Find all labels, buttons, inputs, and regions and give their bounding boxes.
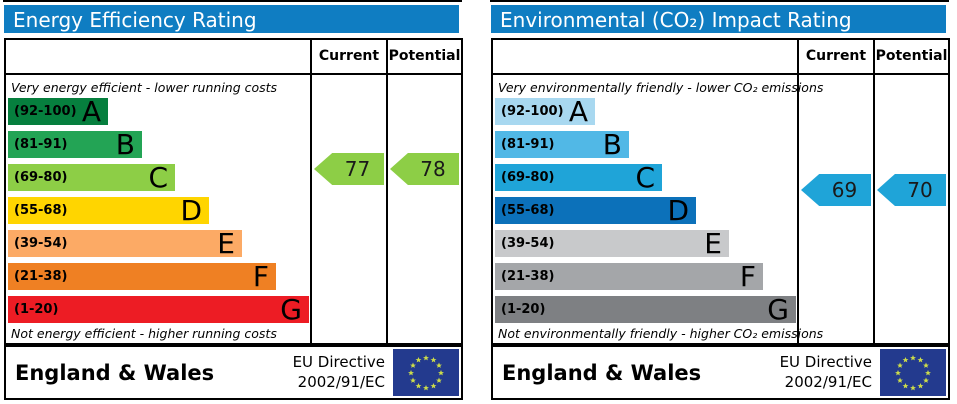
current-column-header: Current bbox=[318, 48, 380, 64]
band-range: (1-20) bbox=[501, 302, 546, 317]
band-range: (92-100) bbox=[501, 104, 564, 119]
band-range: (1-20) bbox=[14, 302, 59, 317]
eu-flag-icon bbox=[393, 349, 459, 396]
band-letter: D bbox=[180, 194, 202, 227]
header-divider bbox=[6, 73, 461, 75]
environmental-impact-panel: Environmental (CO₂) Impact Rating Curren… bbox=[490, 0, 953, 404]
potential-rating-arrow: 78 bbox=[390, 153, 459, 185]
band-d: (55-68) D bbox=[8, 194, 209, 227]
header-divider bbox=[493, 73, 948, 75]
band-letter: E bbox=[704, 227, 722, 260]
top-caption: Very environmentally friendly - lower CO… bbox=[498, 80, 824, 95]
band-a: (92-100) A bbox=[495, 95, 595, 128]
potential-column-header: Potential bbox=[388, 48, 461, 64]
band-e: (39-54) E bbox=[495, 227, 729, 260]
potential-rating-value: 70 bbox=[907, 178, 933, 202]
environmental-rating-table: Current Potential Very environmentally f… bbox=[491, 38, 950, 345]
eu-flag-icon bbox=[880, 349, 946, 396]
column-divider bbox=[873, 40, 875, 343]
band-letter: C bbox=[635, 161, 655, 194]
top-caption: Very energy efficient - lower running co… bbox=[11, 80, 278, 95]
band-g: (1-20) G bbox=[8, 293, 309, 326]
band-b: (81-91) B bbox=[495, 128, 629, 161]
energy-efficiency-panel: Energy Efficiency Rating Current Potenti… bbox=[3, 0, 466, 404]
potential-rating-arrow: 70 bbox=[877, 174, 946, 206]
band-range: (69-80) bbox=[14, 170, 68, 185]
column-divider bbox=[386, 40, 388, 343]
band-letter: D bbox=[667, 194, 689, 227]
band-range: (21-38) bbox=[501, 269, 555, 284]
potential-column-header: Potential bbox=[875, 48, 948, 64]
band-a: (92-100) A bbox=[8, 95, 108, 128]
band-c: (69-80) C bbox=[495, 161, 662, 194]
region-label: England & Wales bbox=[15, 360, 215, 385]
current-rating-value: 77 bbox=[344, 157, 371, 181]
band-range: (39-54) bbox=[14, 236, 68, 251]
potential-rating-value: 78 bbox=[420, 157, 446, 181]
panel-title: Energy Efficiency Rating bbox=[4, 5, 459, 33]
panel-footer: England & Wales EU Directive 2002/91/EC bbox=[4, 345, 463, 400]
current-rating-value: 69 bbox=[831, 178, 858, 202]
band-letter: G bbox=[767, 293, 789, 326]
band-range: (81-91) bbox=[14, 137, 68, 152]
band-range: (21-38) bbox=[14, 269, 68, 284]
band-range: (55-68) bbox=[501, 203, 555, 218]
column-divider bbox=[797, 40, 799, 343]
band-range: (55-68) bbox=[14, 203, 68, 218]
band-g: (1-20) G bbox=[495, 293, 796, 326]
rating-bands: (92-100) A (81-91) B (69-80) C (55-68) D… bbox=[495, 98, 796, 329]
bottom-caption: Not environmentally friendly - higher CO… bbox=[498, 326, 824, 341]
band-letter: A bbox=[568, 95, 588, 128]
column-divider bbox=[310, 40, 312, 343]
bottom-caption: Not energy efficient - higher running co… bbox=[11, 326, 277, 341]
eu-directive-label: EU Directive 2002/91/EC bbox=[292, 353, 385, 391]
rating-bands: (92-100) A (81-91) B (69-80) C (55-68) D… bbox=[8, 98, 309, 329]
band-d: (55-68) D bbox=[495, 194, 696, 227]
energy-rating-table: Current Potential Very energy efficient … bbox=[4, 38, 463, 345]
band-letter: E bbox=[217, 227, 235, 260]
panel-title: Environmental (CO₂) Impact Rating bbox=[491, 5, 946, 33]
band-range: (81-91) bbox=[501, 137, 555, 152]
band-letter: B bbox=[602, 128, 622, 161]
eu-directive-label: EU Directive 2002/91/EC bbox=[779, 353, 872, 391]
current-rating-arrow: 69 bbox=[801, 174, 871, 206]
band-range: (69-80) bbox=[501, 170, 555, 185]
band-b: (81-91) B bbox=[8, 128, 142, 161]
band-range: (92-100) bbox=[14, 104, 77, 119]
band-e: (39-54) E bbox=[8, 227, 242, 260]
band-f: (21-38) F bbox=[495, 260, 763, 293]
band-letter: F bbox=[252, 260, 269, 293]
band-c: (69-80) C bbox=[8, 161, 175, 194]
panel-footer: England & Wales EU Directive 2002/91/EC bbox=[491, 345, 950, 400]
panel-top-edge bbox=[3, 0, 462, 2]
band-letter: C bbox=[148, 161, 168, 194]
band-letter: A bbox=[81, 95, 101, 128]
current-column-header: Current bbox=[805, 48, 867, 64]
current-rating-arrow: 77 bbox=[314, 153, 384, 185]
band-letter: B bbox=[115, 128, 135, 161]
band-letter: F bbox=[739, 260, 756, 293]
band-f: (21-38) F bbox=[8, 260, 276, 293]
band-letter: G bbox=[280, 293, 302, 326]
region-label: England & Wales bbox=[502, 360, 702, 385]
band-range: (39-54) bbox=[501, 236, 555, 251]
panel-top-edge bbox=[490, 0, 949, 2]
